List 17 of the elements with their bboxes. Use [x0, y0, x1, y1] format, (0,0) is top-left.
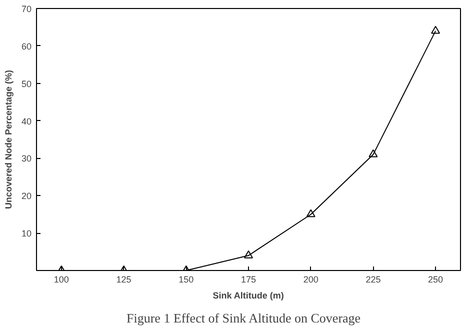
y-tick-label: 50	[21, 78, 32, 89]
caption: Figure 1 Effect of Sink Altitude on Coverage	[126, 310, 361, 326]
y-tick-label: 10	[21, 228, 32, 239]
y-tick-label: 40	[21, 116, 32, 126]
x-tick-label: 100	[54, 274, 69, 284]
x-tick-label: 175	[240, 274, 256, 284]
x-tick-label: 200	[303, 274, 318, 284]
x-tick-label: 150	[178, 274, 194, 284]
y-tick-label: 70	[21, 4, 32, 14]
y-tick-label: 20	[21, 191, 32, 202]
x-tick-label: 125	[116, 274, 132, 284]
y-axis-title: Uncovered Node Percentage (%)	[3, 70, 14, 210]
y-tick-label: 30	[21, 154, 32, 164]
y-tick-label: 60	[21, 41, 32, 52]
x-tick-label: 250	[428, 274, 444, 284]
x-axis-title: Sink Altitude (m)	[212, 290, 284, 300]
x-tick-label: 225	[366, 274, 381, 284]
